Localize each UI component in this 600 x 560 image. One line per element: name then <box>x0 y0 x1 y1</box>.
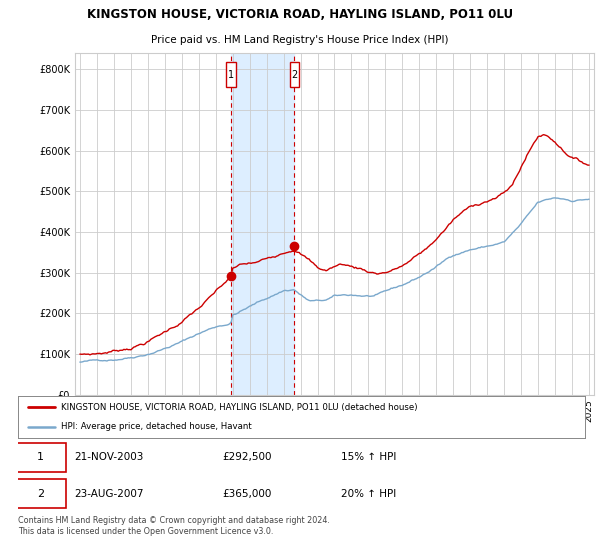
Text: £365,000: £365,000 <box>222 489 271 499</box>
Bar <box>231 53 295 395</box>
Text: Price paid vs. HM Land Registry's House Price Index (HPI): Price paid vs. HM Land Registry's House … <box>151 35 449 45</box>
FancyBboxPatch shape <box>226 62 236 87</box>
Text: 2: 2 <box>291 69 298 80</box>
FancyBboxPatch shape <box>15 443 66 472</box>
Text: HPI: Average price, detached house, Havant: HPI: Average price, detached house, Hava… <box>61 422 251 431</box>
Text: KINGSTON HOUSE, VICTORIA ROAD, HAYLING ISLAND, PO11 0LU: KINGSTON HOUSE, VICTORIA ROAD, HAYLING I… <box>87 8 513 21</box>
Text: 15% ↑ HPI: 15% ↑ HPI <box>341 452 397 463</box>
FancyBboxPatch shape <box>290 62 299 87</box>
Text: 21-NOV-2003: 21-NOV-2003 <box>75 452 144 463</box>
Text: 23-AUG-2007: 23-AUG-2007 <box>75 489 144 499</box>
Text: £292,500: £292,500 <box>222 452 272 463</box>
Text: 1: 1 <box>37 452 44 463</box>
Text: KINGSTON HOUSE, VICTORIA ROAD, HAYLING ISLAND, PO11 0LU (detached house): KINGSTON HOUSE, VICTORIA ROAD, HAYLING I… <box>61 403 417 412</box>
Text: 2: 2 <box>37 489 44 499</box>
Text: 20% ↑ HPI: 20% ↑ HPI <box>341 489 397 499</box>
Text: Contains HM Land Registry data © Crown copyright and database right 2024.
This d: Contains HM Land Registry data © Crown c… <box>18 516 330 536</box>
Text: 1: 1 <box>228 69 234 80</box>
FancyBboxPatch shape <box>15 479 66 508</box>
